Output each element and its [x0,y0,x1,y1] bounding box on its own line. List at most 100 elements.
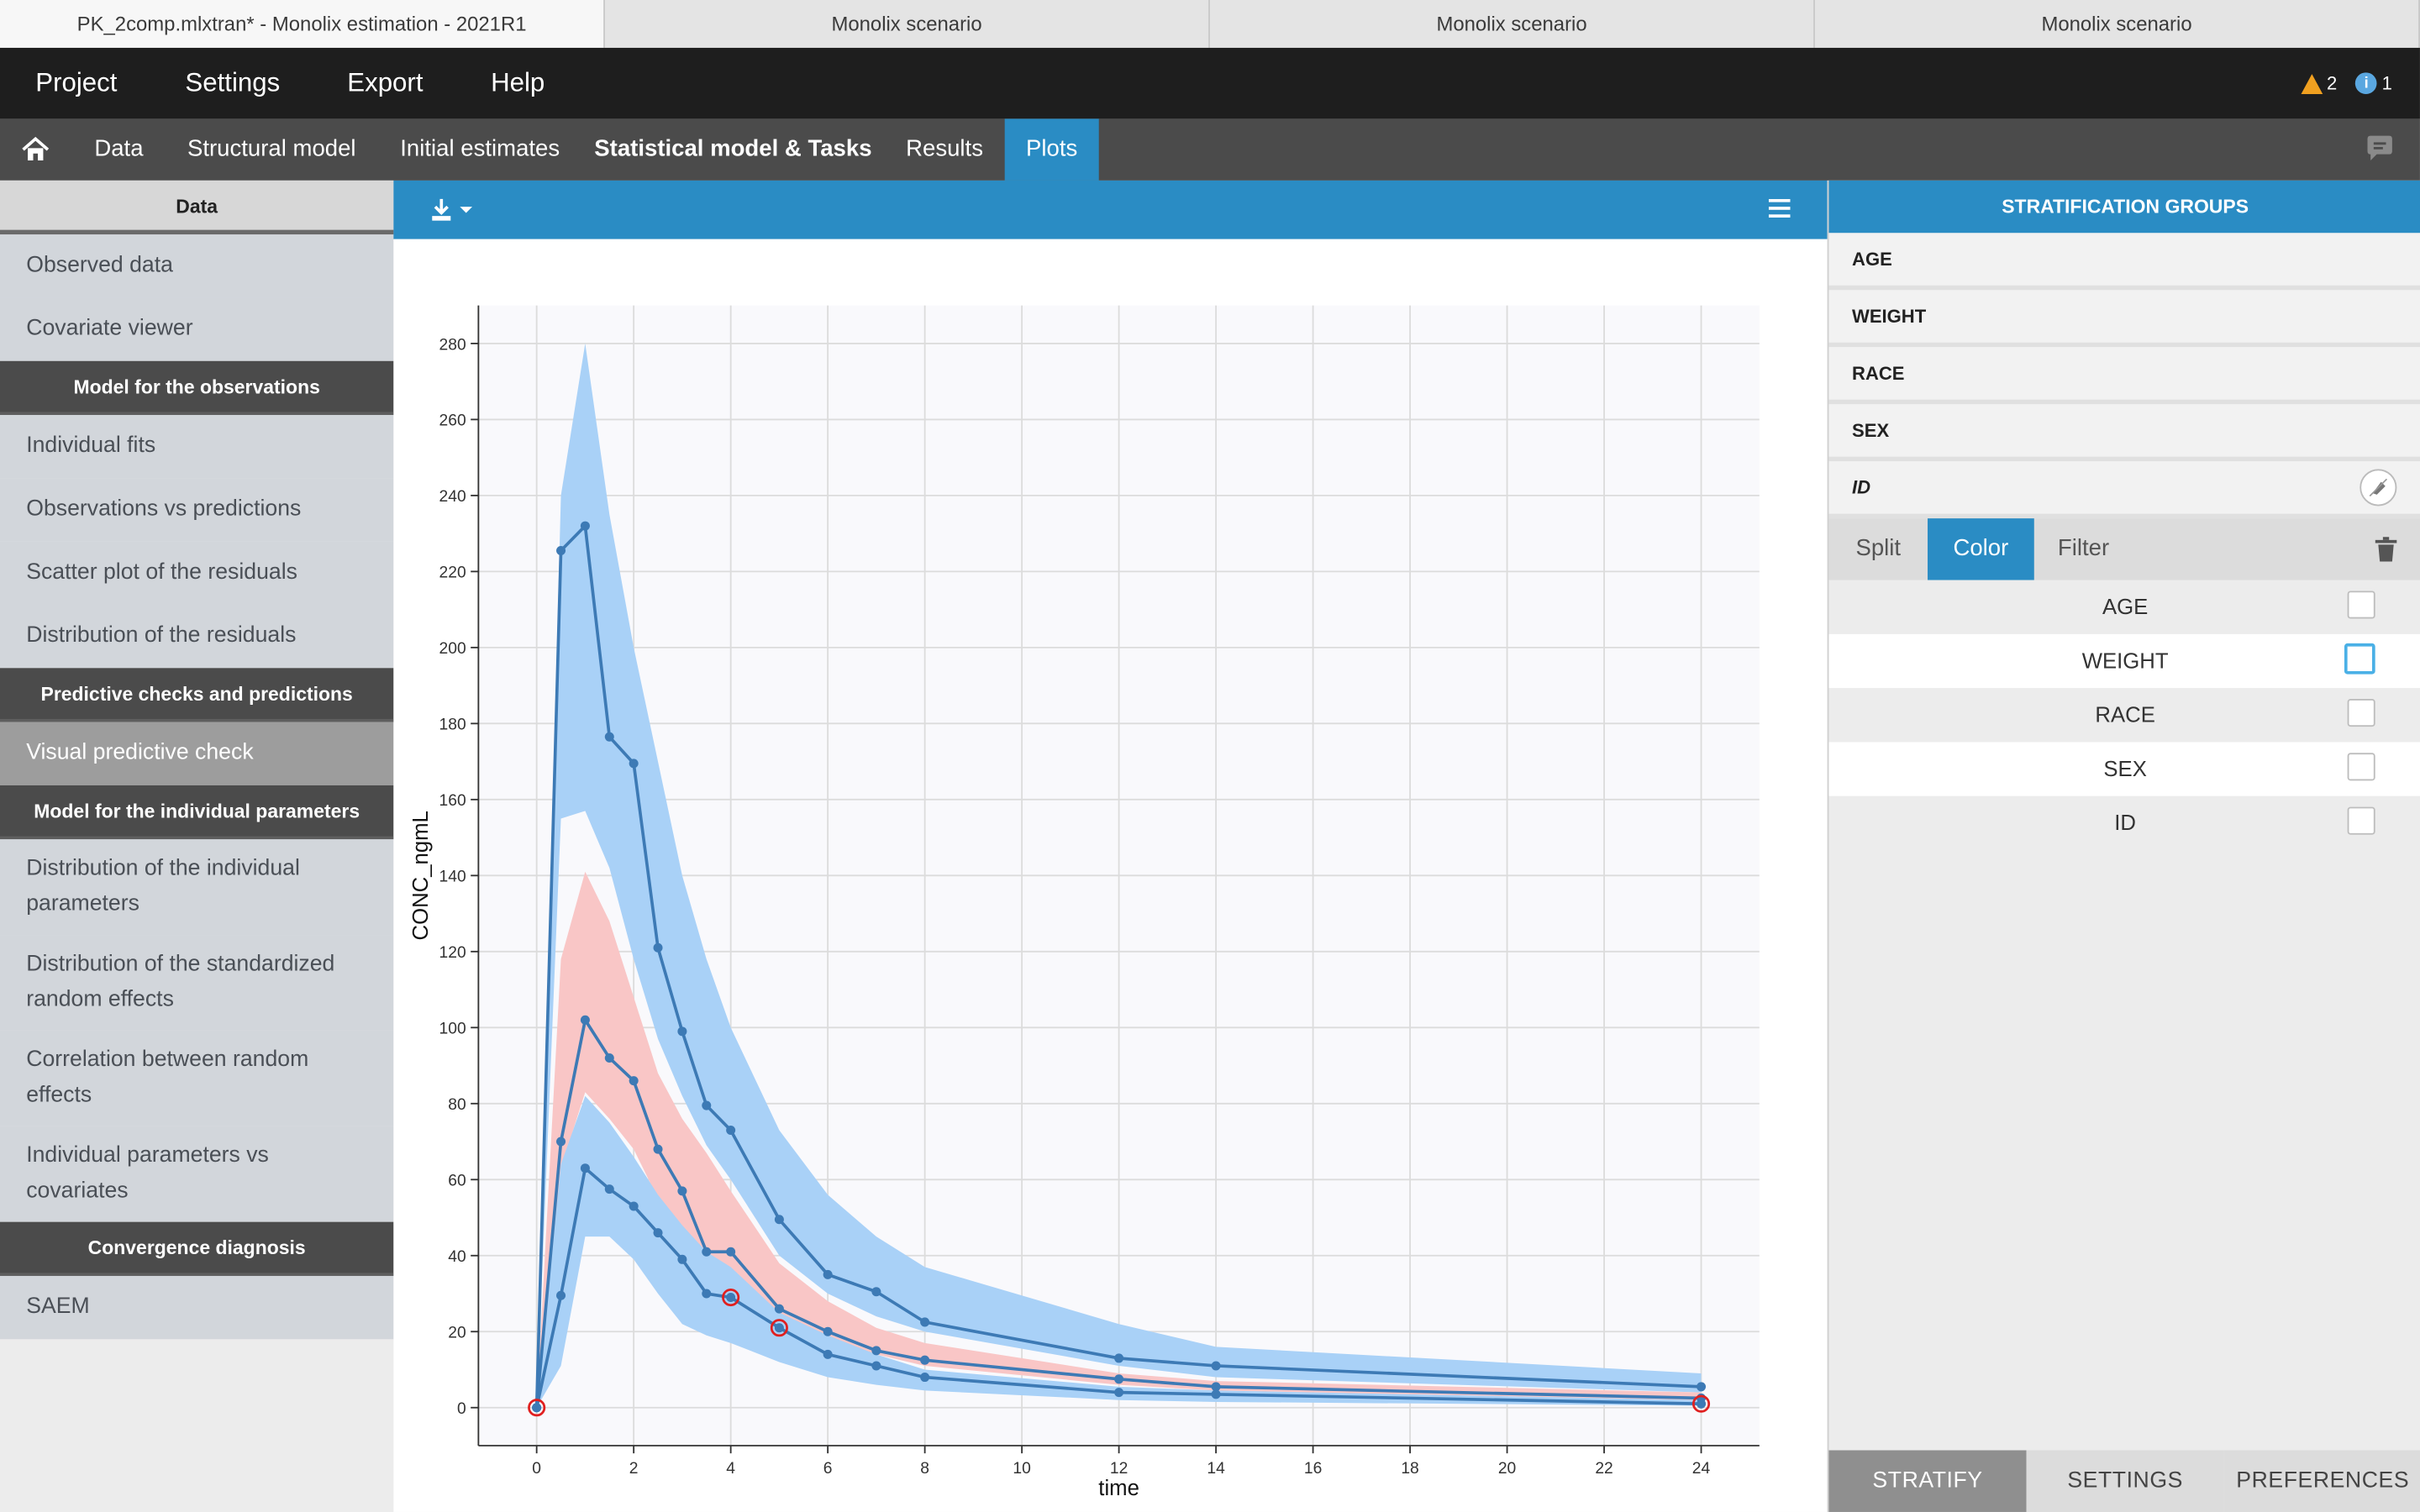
download-icon[interactable] [430,197,476,222]
warning-icon [2300,73,2323,94]
eraser-icon[interactable] [2360,469,2397,507]
x-tick-label: 2 [629,1460,639,1478]
covariate-checkbox-id[interactable] [2347,806,2375,835]
sidebar-item-scatter-residuals[interactable]: Scatter plot of the residuals [0,541,394,605]
data-point [871,1346,881,1356]
covariate-checkbox-age[interactable] [2347,591,2375,619]
tab-plot-settings[interactable]: SETTINGS [2026,1450,2224,1512]
tab-stratify[interactable]: STRATIFY [1828,1450,2027,1512]
covariate-label: AGE [2102,594,2149,619]
tab-results[interactable]: Results [906,135,984,162]
data-point [1114,1374,1124,1384]
y-tick-label: 220 [439,564,466,582]
menu-project[interactable]: Project [35,67,118,97]
chat-icon[interactable] [2365,134,2396,162]
y-tick-label: 180 [439,717,466,734]
menu-bar: Project Settings Export Help 2 i 1 [0,47,2420,119]
tab-structural-model[interactable]: Structural model [187,135,356,162]
y-tick-label: 20 [448,1325,466,1342]
group-weight[interactable]: WEIGHT [1828,290,2420,348]
outlier-marker [722,1288,740,1307]
data-point [1114,1388,1124,1398]
x-axis-label: time [1098,1477,1139,1500]
group-age[interactable]: AGE [1828,233,2420,291]
sidebar-item-covariate-viewer[interactable]: Covariate viewer [0,297,394,361]
y-axis-label: CONC_ngmL [409,811,433,940]
covariate-checkbox-sex[interactable] [2347,753,2375,781]
sidebar-item-saem[interactable]: SAEM [0,1275,394,1340]
menu-export[interactable]: Export [347,67,424,97]
empirical-percentile-line-2 [534,1016,1702,1408]
info-icon: i [2355,72,2378,95]
window-tab-scenario-1[interactable]: Monolix scenario [604,0,1210,48]
menu-help[interactable]: Help [491,67,545,97]
vpc-chart[interactable]: 0 2 4 6 8 10 12 14 16 18 20 22 240204060801001201401… [393,239,1827,1512]
y-tick-label: 260 [439,412,466,430]
y-tick-label: 160 [439,792,466,810]
data-point [629,1201,639,1211]
infos-indicator[interactable]: i 1 [2355,72,2392,95]
hamburger-menu-icon[interactable] [1768,198,1791,218]
window-tab-estimation[interactable]: PK_2comp.mlxtran* - Monolix estimation -… [0,0,605,48]
y-tick-label: 80 [448,1096,466,1114]
section-convergence: Convergence diagnosis [0,1221,394,1276]
data-point [871,1361,881,1371]
sidebar-item-vpc[interactable]: Visual predictive check [0,722,394,785]
task-tab-bar: Data Structural model Initial estimates … [0,118,2420,181]
covariate-row-race: RACE [1828,688,2420,743]
data-point [629,1076,639,1086]
tab-color[interactable]: Color [1928,518,2034,580]
data-point [726,1125,736,1135]
x-tick-label: 14 [1207,1460,1225,1478]
data-point [580,521,590,531]
data-point [871,1287,881,1297]
tab-statistical-model[interactable]: Statistical model & Tasks [594,135,872,162]
sidebar-item-obs-vs-pred[interactable]: Observations vs predictions [0,478,394,542]
group-id-label: ID [1852,476,1871,499]
sidebar-item-params-vs-covariates[interactable]: Individual parameters vs covariates [0,1126,394,1222]
window-tab-scenario-2[interactable]: Monolix scenario [1209,0,1815,48]
group-race[interactable]: RACE [1828,347,2420,405]
sidebar-item-correlation-re[interactable]: Correlation between random effects [0,1030,394,1126]
sidebar-item-individual-fits[interactable]: Individual fits [0,415,394,479]
section-model-observations: Model for the observations [0,360,394,416]
menu-settings[interactable]: Settings [185,67,281,97]
x-tick-label: 22 [1595,1460,1612,1478]
sidebar-item-observed-data[interactable]: Observed data [0,234,394,298]
warnings-indicator[interactable]: 2 [2300,72,2337,94]
data-point [580,1163,590,1173]
x-tick-label: 16 [1304,1460,1322,1478]
sidebar-item-dist-residuals[interactable]: Distribution of the residuals [0,604,394,669]
y-tick-label: 0 [457,1400,466,1418]
tab-filter[interactable]: Filter [2057,535,2110,562]
tab-preferences[interactable]: PREFERENCES [2223,1450,2420,1512]
x-tick-label: 20 [1498,1460,1516,1478]
window-tab-scenario-3[interactable]: Monolix scenario [1814,0,2420,48]
covariate-checkbox-weight[interactable] [2344,643,2375,675]
tab-initial-estimates[interactable]: Initial estimates [400,135,560,162]
tab-split[interactable]: Split [1855,535,1902,562]
tab-data[interactable]: Data [94,135,144,162]
covariate-row-age: AGE [1828,580,2420,634]
x-tick-label: 0 [532,1460,541,1478]
group-id[interactable]: ID [1828,461,2420,519]
covariate-checkbox-race[interactable] [2347,699,2375,727]
y-tick-label: 120 [439,944,466,962]
data-point [823,1326,833,1336]
covariate-row-id: ID [1828,795,2420,851]
sidebar-item-dist-individual-params[interactable]: Distribution of the individual parameter… [0,839,394,936]
group-sex[interactable]: SEX [1828,404,2420,462]
data-point [677,1254,687,1264]
x-tick-label: 6 [823,1460,833,1478]
data-point [677,1026,687,1037]
data-point [774,1215,784,1225]
home-icon[interactable] [18,133,52,166]
sidebar-item-dist-standardized-re[interactable]: Distribution of the standardized random … [0,935,394,1031]
tab-plots[interactable]: Plots [1004,118,1099,181]
stratify-mode-tabs: Split Color Filter [1828,518,2420,580]
right-panel-bottom-tabs: STRATIFY SETTINGS PREFERENCES [1828,1450,2420,1512]
trash-icon[interactable] [2375,537,2397,562]
x-tick-label: 10 [1013,1460,1030,1478]
outlier-marker [528,1399,546,1417]
